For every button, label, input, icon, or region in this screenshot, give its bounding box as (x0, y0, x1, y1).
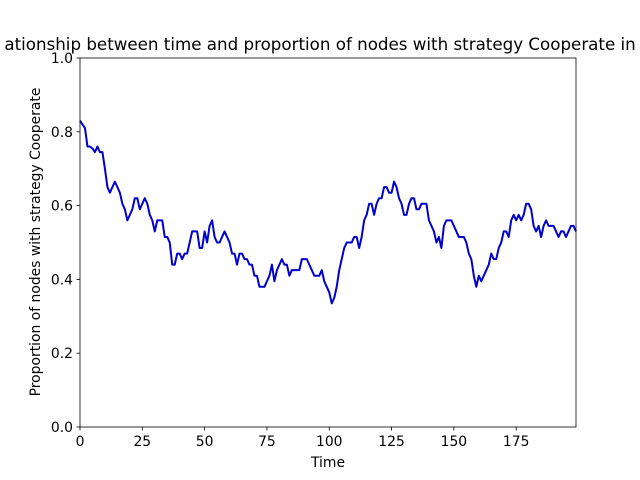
axes-frame (79, 57, 577, 428)
y-tick-label: 0.8 (51, 125, 73, 141)
x-tick-label: 50 (196, 434, 214, 450)
y-tick-label: 0.4 (51, 272, 73, 288)
chart-title: ationship between time and proportion of… (4, 34, 640, 54)
x-tick-label: 175 (503, 434, 530, 450)
data-line (79, 120, 577, 305)
x-axis-label: Time (310, 455, 345, 471)
y-axis-label: Proportion of nodes with strategy Cooper… (28, 88, 44, 397)
y-tick-label: 0.6 (51, 199, 73, 215)
x-tick-label: 75 (258, 434, 276, 450)
y-tick-label: 1.0 (51, 51, 73, 67)
x-tick-label: 0 (76, 434, 85, 450)
y-tick-label: 0.0 (51, 420, 73, 436)
x-tick-label: 125 (378, 434, 405, 450)
y-tick-label: 0.2 (51, 346, 73, 362)
x-tick-label: 100 (316, 434, 343, 450)
x-tick-label: 25 (133, 434, 151, 450)
x-tick-label: 150 (441, 434, 468, 450)
